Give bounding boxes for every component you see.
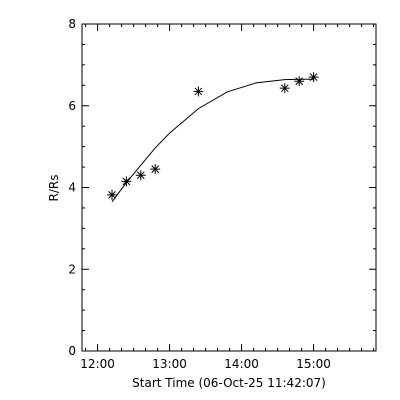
data-point-stroke [151,165,160,173]
y-tick-label: 8 [68,17,76,31]
x-tick-label: 14:00 [224,357,259,371]
axis-ticks [82,23,376,352]
data-point-stroke [122,177,131,186]
data-point-stroke [194,87,203,96]
y-tick-labels: 0 2 4 6 8 [68,17,76,358]
x-tick-label: 13:00 [152,357,187,371]
data-point [107,189,117,200]
y-tick-label: 6 [68,99,76,113]
data-point-stroke [295,77,304,86]
data-point [279,83,290,94]
y-tick-label: 2 [68,262,76,276]
y-tick-label: 0 [68,344,76,358]
data-point [308,72,319,83]
x-tick-label: 15:00 [296,357,331,371]
data-point [135,170,146,181]
data-point [193,86,204,97]
x-axis-label: Start Time (06-Oct-25 11:42:07) [132,376,326,390]
x-tick-label: 12:00 [80,357,115,371]
y-axis-label: R/Rs [47,175,61,202]
data-point-stroke [309,73,318,81]
data-point [121,176,132,187]
data-point-stroke [108,191,116,199]
fit-line [111,78,314,203]
plot-frame [81,23,377,352]
x-tick-labels: 12:00 13:00 14:00 15:00 [80,357,331,371]
y-tick-label: 4 [68,181,76,195]
data-point [294,76,305,87]
data-point-stroke [280,84,289,93]
data-point [150,164,161,175]
data-point-stroke [136,171,145,180]
data-points [107,72,319,200]
